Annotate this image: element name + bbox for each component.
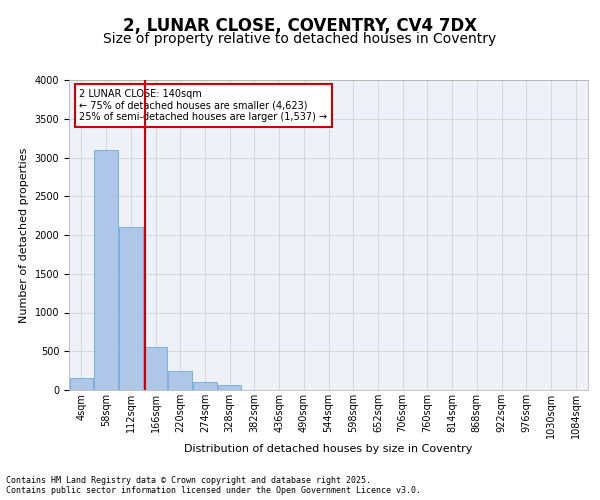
Text: 2, LUNAR CLOSE, COVENTRY, CV4 7DX: 2, LUNAR CLOSE, COVENTRY, CV4 7DX: [123, 18, 477, 36]
Text: Size of property relative to detached houses in Coventry: Size of property relative to detached ho…: [103, 32, 497, 46]
Bar: [218, 384, 241, 390]
Bar: [193, 382, 217, 390]
Bar: [144, 348, 167, 390]
Bar: [169, 370, 192, 390]
Text: 2 LUNAR CLOSE: 140sqm
← 75% of detached houses are smaller (4,623)
25% of semi-d: 2 LUNAR CLOSE: 140sqm ← 75% of detached …: [79, 90, 328, 122]
Text: Contains HM Land Registry data © Crown copyright and database right 2025.
Contai: Contains HM Land Registry data © Crown c…: [6, 476, 421, 495]
Bar: [70, 378, 93, 390]
Bar: [94, 150, 118, 390]
Y-axis label: Number of detached properties: Number of detached properties: [19, 148, 29, 322]
X-axis label: Distribution of detached houses by size in Coventry: Distribution of detached houses by size …: [184, 444, 473, 454]
Bar: [119, 227, 143, 390]
